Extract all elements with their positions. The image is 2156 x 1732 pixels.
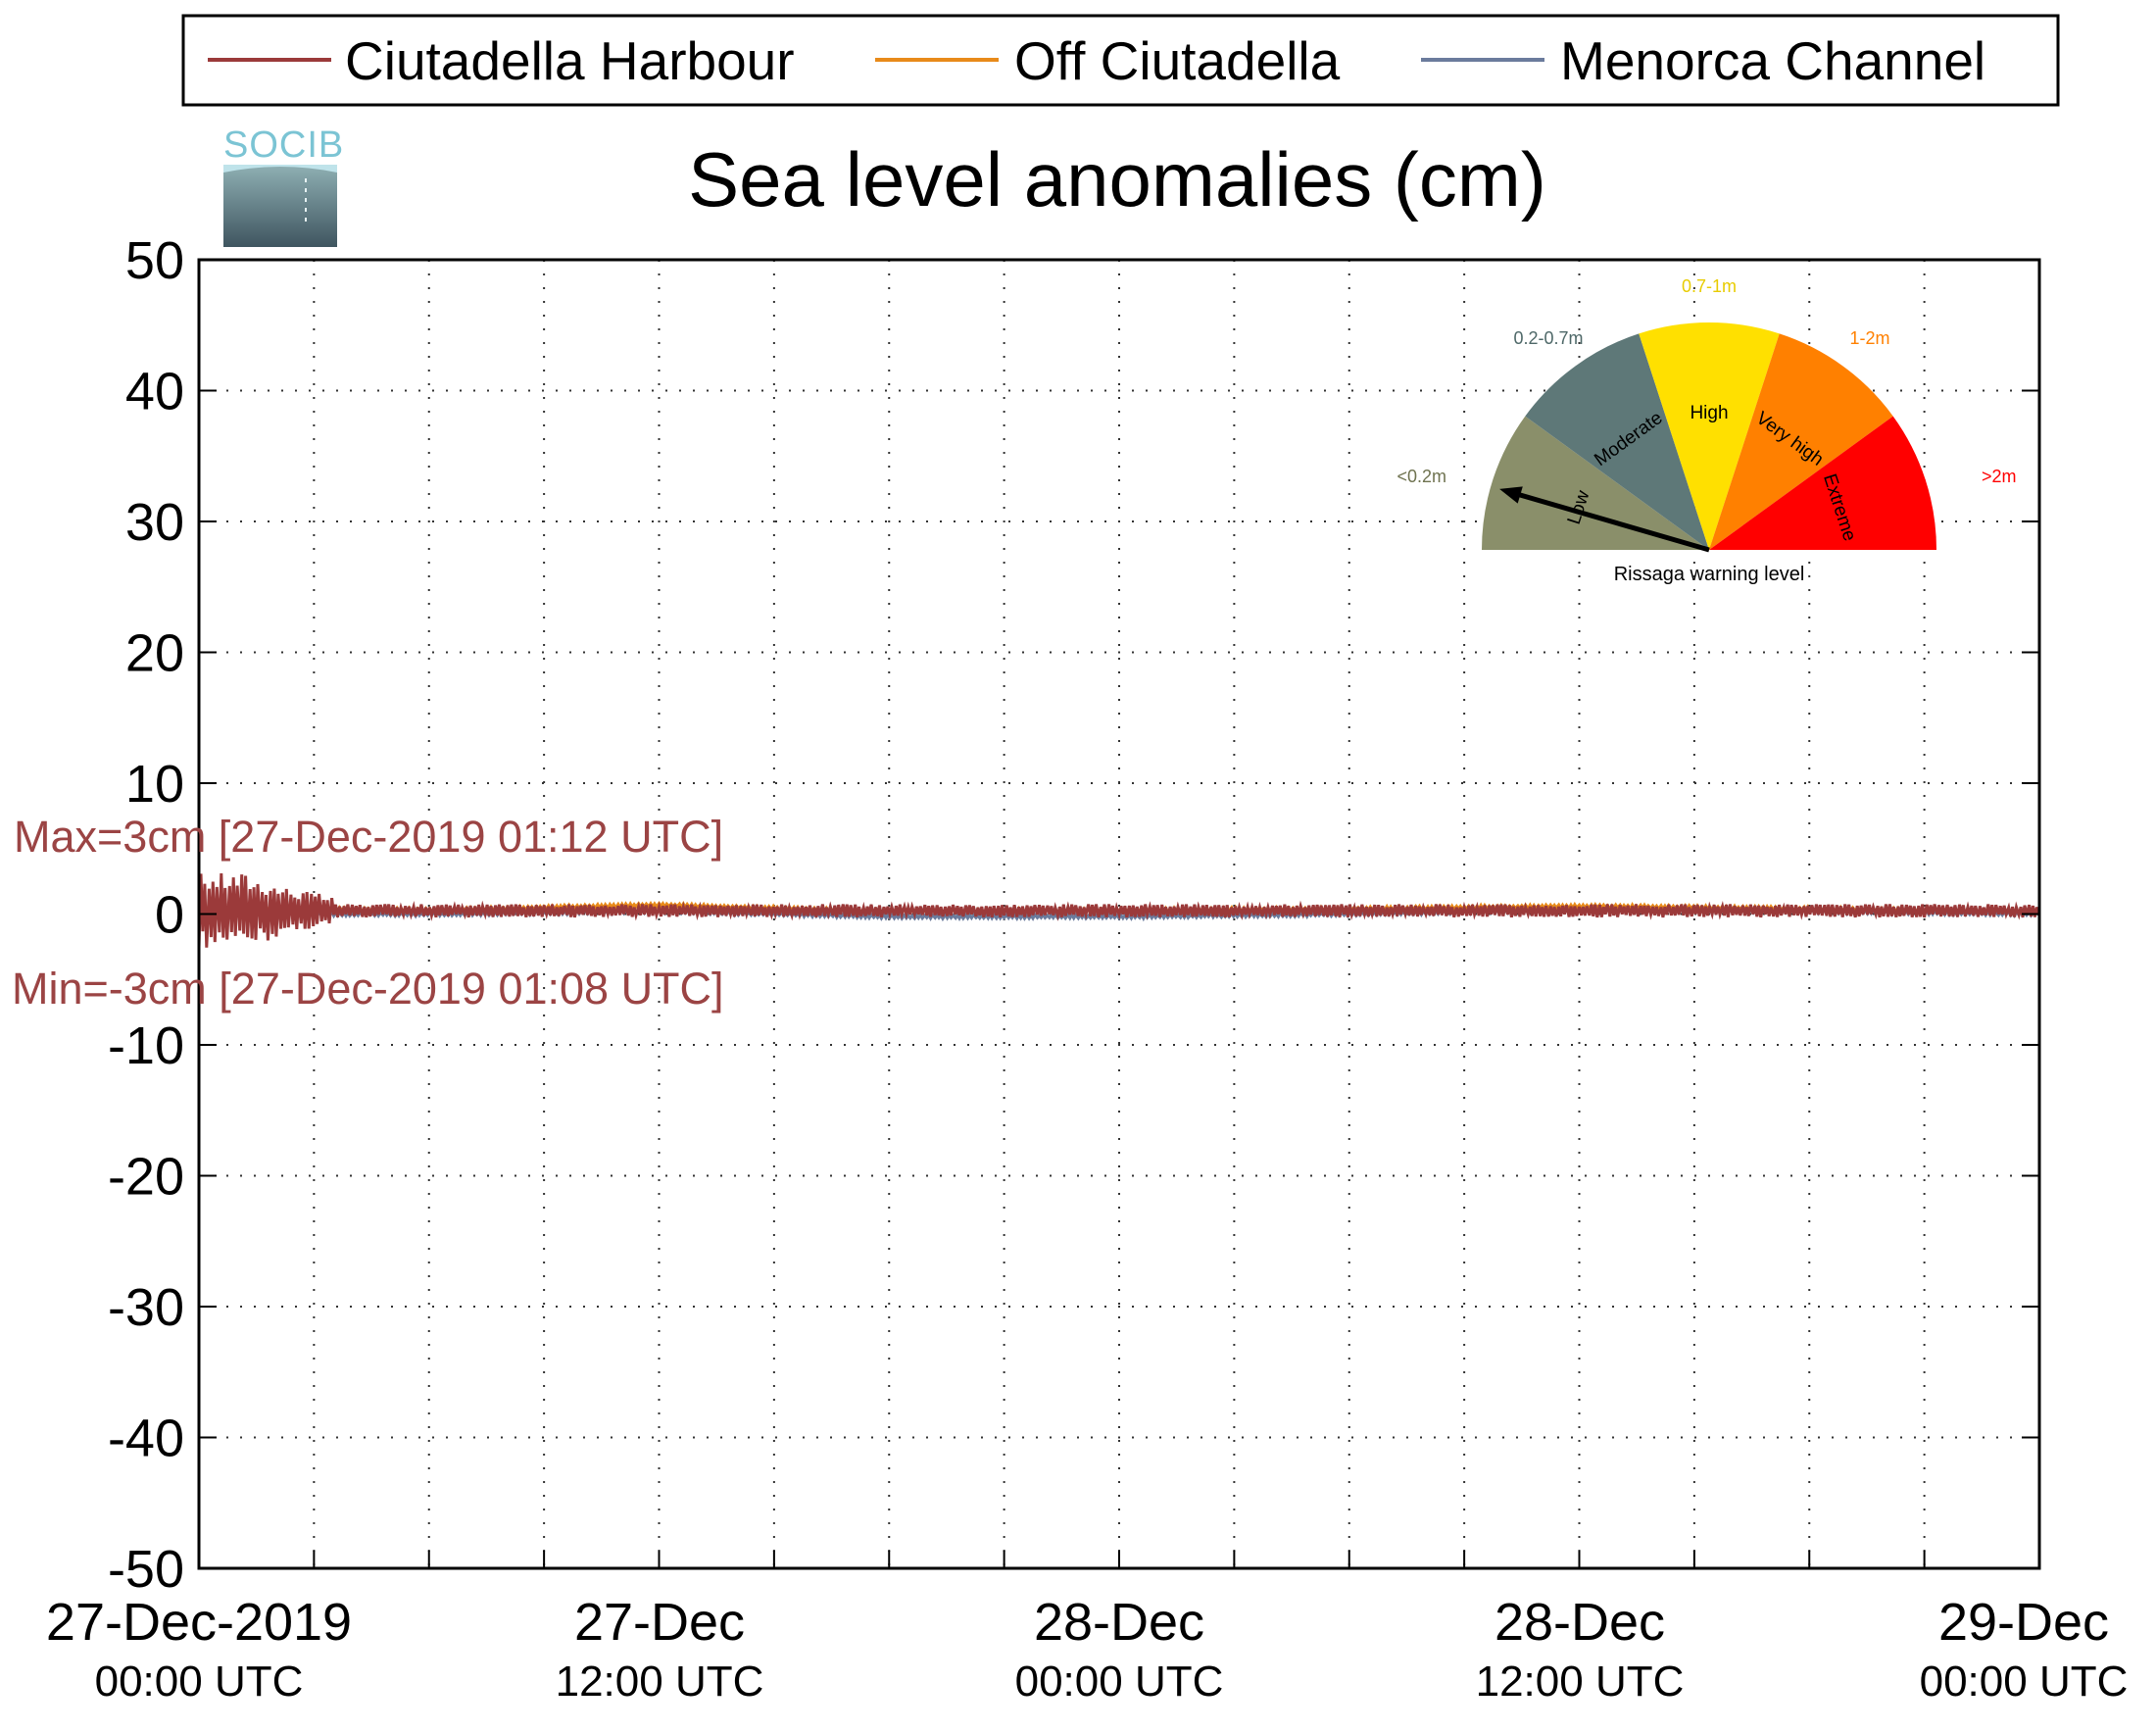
- y-tick-label: -30: [108, 1278, 184, 1337]
- x-tick-label-time: 00:00 UTC: [1015, 1658, 1224, 1706]
- max-annotation: Max=3cm [27-Dec-2019 01:12 UTC]: [14, 812, 723, 862]
- logo-text: SOCIB: [223, 124, 344, 166]
- y-tick-label: -40: [108, 1410, 184, 1468]
- y-tick-label: -20: [108, 1148, 184, 1207]
- chart-title: Sea level anomalies (cm): [688, 136, 1546, 223]
- x-tick-label-date: 27-Dec-2019: [46, 1593, 352, 1652]
- min-annotation: Min=-3cm [27-Dec-2019 01:08 UTC]: [12, 964, 724, 1014]
- y-tick-label: 30: [125, 493, 184, 552]
- gauge-segment-label-high: High: [1690, 403, 1728, 423]
- x-tick-label-time: 00:00 UTC: [95, 1658, 304, 1706]
- y-tick-label: 20: [125, 624, 184, 683]
- legend-label-ciutadella-harbour: Ciutadella Harbour: [345, 30, 795, 91]
- gauge-range-label-very-high: 1-2m: [1849, 328, 1889, 348]
- gauge-needle-shaft: [1511, 490, 1710, 553]
- series-layer: [197, 872, 2041, 948]
- y-tick-label: 50: [125, 231, 184, 290]
- plot-area: 50 40 30 20 10 0 -10 -20 -30 -40 -50 27-Dec-2019 00…: [46, 231, 2128, 1706]
- x-tick-labels: 27-Dec-2019 00:00 UTC 27-Dec 12:00 UTC 28-De…: [46, 1593, 2128, 1706]
- series-line-ciutadella-harbour: [197, 872, 2041, 948]
- legend-box: [181, 14, 2060, 107]
- x-tick-label-date: 28-Dec: [1034, 1593, 1204, 1652]
- tick-marks: [199, 389, 2039, 1568]
- gauge-segment-extreme: [1709, 416, 1936, 550]
- x-tick-label-date: 28-Dec: [1494, 1593, 1665, 1652]
- x-tick-label-date: 29-Dec: [1938, 1593, 2109, 1652]
- legend: Ciutadella Harbour Off Ciutadella Menorc…: [181, 14, 2060, 107]
- gauge-segment-moderate: [1525, 333, 1709, 550]
- y-tick-label: 40: [125, 363, 184, 421]
- y-tick-label: -10: [108, 1016, 184, 1075]
- x-tick-label-date: 27-Dec: [574, 1593, 745, 1652]
- y-tick-label: 0: [155, 886, 184, 945]
- gauge-range-label-moderate: 0.2-0.7m: [1513, 328, 1583, 348]
- x-tick-label-time: 00:00 UTC: [1920, 1658, 2129, 1706]
- legend-label-menorca-channel: Menorca Channel: [1560, 30, 1985, 91]
- y-tick-labels: 50 40 30 20 10 0 -10 -20 -30 -40 -50: [108, 231, 184, 1599]
- gauge-needle: [1499, 486, 1710, 553]
- gauge-caption: Rissaga warning level: [1614, 564, 1805, 585]
- logo-wave: [223, 165, 337, 173]
- x-tick-label-time: 12:00 UTC: [556, 1658, 764, 1706]
- y-tick-label: 10: [125, 755, 184, 814]
- gauge-range-label-high: 0.7-1m: [1682, 276, 1737, 296]
- socib-logo: SOCIB: [223, 124, 344, 247]
- gauge-segment-low: [1482, 416, 1709, 550]
- x-tick-label-time: 12:00 UTC: [1476, 1658, 1685, 1706]
- gauge-needle-head: [1499, 486, 1523, 504]
- gauge-segment-high: [1639, 322, 1780, 550]
- y-tick-label: -50: [108, 1540, 184, 1599]
- gauge-segment-very-high: [1709, 333, 1893, 550]
- legend-label-off-ciutadella: Off Ciutadella: [1014, 30, 1341, 91]
- gauge-range-label-low: <0.2m: [1396, 467, 1446, 486]
- logo-mark: [223, 165, 337, 247]
- gauge-range-label-extreme: >2m: [1982, 467, 2017, 486]
